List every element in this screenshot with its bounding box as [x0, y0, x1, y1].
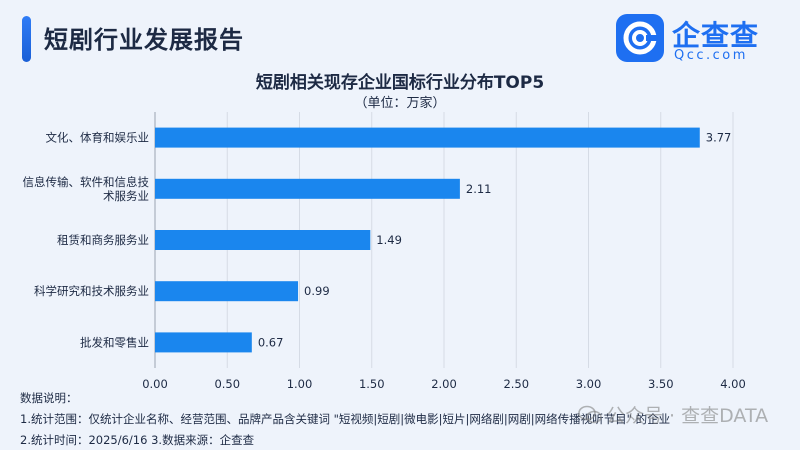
brand: 企查查 Qcc.com — [616, 12, 786, 68]
chart-title: 短剧相关现存企业国标行业分布TOP5 — [255, 73, 545, 93]
data-label: 0.67 — [258, 335, 284, 349]
qcc-logo-icon — [616, 14, 664, 62]
bar — [155, 127, 700, 148]
notes-line-1: 1.统计范围：仅统计企业名称、经营范围、品牌产品含关键词 "短视频|短剧|微电影… — [20, 412, 671, 426]
x-tick-label: 1.50 — [359, 377, 385, 391]
header-accent-bar — [22, 16, 31, 62]
bar — [155, 332, 252, 353]
category-label: 租赁和商务服务业 — [57, 233, 149, 247]
data-notes: 数据说明： 1.统计范围：仅统计企业名称、经营范围、品牌产品含关键词 "短视频|… — [20, 388, 670, 450]
category-label: 文化、体育和娱乐业 — [46, 131, 150, 145]
x-tick-label: 2.00 — [431, 377, 457, 391]
bar — [155, 281, 299, 302]
report-title: 短剧行业发展报告 — [44, 26, 244, 54]
chart-subtitle: （单位：万家） — [354, 96, 446, 111]
bar — [155, 230, 371, 250]
bar — [155, 178, 460, 199]
category-label: 科学研究和技术服务业 — [34, 284, 149, 298]
x-tick-label: 2.50 — [503, 377, 529, 391]
x-tick-label: 4.00 — [720, 377, 746, 391]
category-label: 信息传输、软件和信息技 — [23, 175, 150, 189]
notes-heading: 数据说明： — [20, 391, 78, 405]
brand-name: 企查查 — [672, 19, 760, 52]
wechat-icon — [578, 405, 602, 425]
category-label: 批发和零售业 — [80, 335, 149, 349]
data-label: 0.99 — [304, 284, 330, 298]
x-tick-label: 1.00 — [287, 377, 313, 391]
data-label: 1.49 — [376, 233, 402, 247]
x-tick-label: 0.50 — [214, 377, 240, 391]
x-tick-label: 0.00 — [142, 377, 168, 391]
x-tick-label: 3.50 — [648, 377, 674, 391]
x-tick-label: 3.00 — [576, 377, 602, 391]
category-label: 术服务业 — [103, 189, 149, 203]
brand-url: Qcc.com — [674, 48, 748, 63]
watermark-text: 公众号 · 查查DATA — [606, 405, 769, 427]
watermark: 公众号 · 查查DATA — [578, 401, 768, 428]
notes-line-2: 2.统计时间：2025/6/16 3.数据来源：企查查 — [20, 433, 255, 447]
data-label: 3.77 — [706, 131, 732, 145]
data-label: 2.11 — [466, 182, 492, 196]
